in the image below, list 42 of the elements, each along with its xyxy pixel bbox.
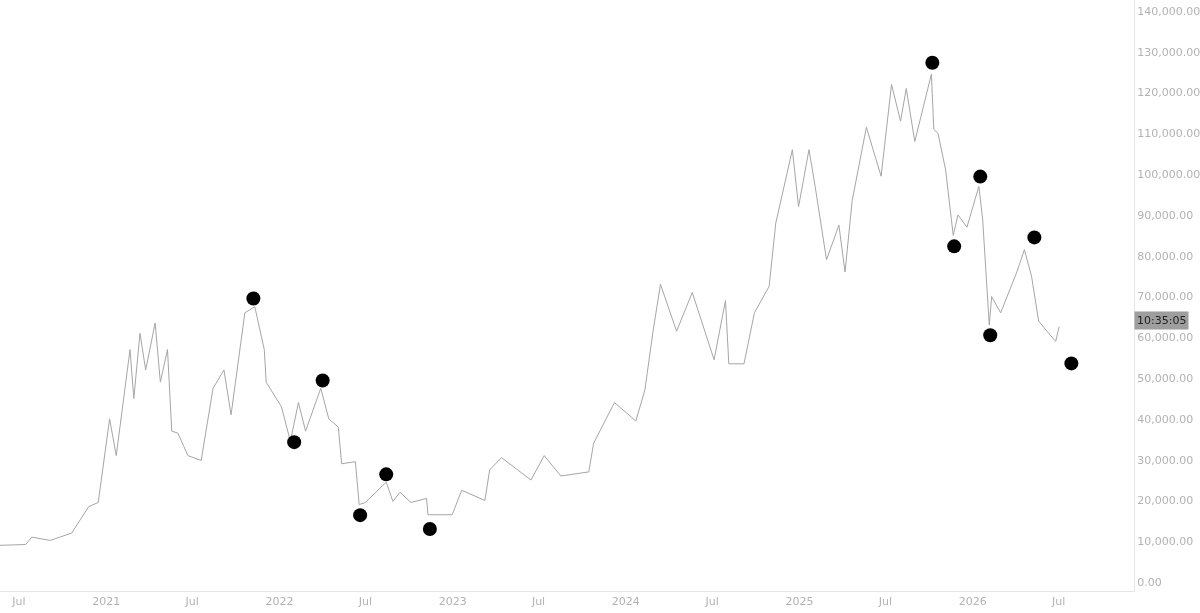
y-tick-label: 70,000.00 (1137, 290, 1194, 304)
y-tick-label: 20,000.00 (1137, 494, 1194, 508)
point (1027, 230, 1042, 245)
x-tick-label: 2021 (92, 595, 121, 609)
y-tick-label: 0.00 (1137, 575, 1162, 589)
y-tick-label: 60,000.00 (1137, 331, 1194, 345)
point (422, 522, 437, 536)
x-tick-label: Jul (704, 595, 719, 609)
x-tick-label: Jul (1050, 595, 1066, 609)
point (353, 508, 368, 523)
point (947, 239, 962, 254)
y-tick-label: 120,000.00 (1137, 86, 1200, 100)
point (973, 169, 988, 184)
point (379, 467, 394, 482)
x-tick-label: 2025 (785, 595, 814, 609)
y-tick-label: 140,000.00 (1137, 4, 1200, 18)
y-tick-label: 90,000.00 (1137, 208, 1194, 222)
y-tick-label: 40,000.00 (1137, 412, 1194, 426)
y-tick-label: 100,000.00 (1137, 168, 1200, 182)
x-tick-label: 2023 (438, 595, 467, 609)
point (246, 291, 261, 306)
x-tick-label: Jul (357, 595, 372, 609)
x-tick-label: Jul (184, 595, 199, 609)
x-tick-label: 2024 (611, 595, 640, 609)
x-tick-label: Jul (530, 595, 546, 609)
line-series (0, 73, 1060, 546)
point (287, 435, 302, 450)
y-tick-label: 30,000.00 (1137, 453, 1194, 467)
y-tick-label: 50,000.00 (1137, 371, 1194, 385)
y-tick-label: 10,000.00 (1137, 535, 1194, 549)
point (925, 55, 940, 70)
y-tick-label: 110,000.00 (1137, 127, 1200, 141)
point (983, 328, 998, 343)
x-tick-label: 2022 (265, 595, 294, 609)
x-tick-label: Jul (877, 595, 893, 609)
x-tick-label: 2026 (958, 595, 987, 609)
x-tick-label: Jul (11, 595, 26, 609)
y-tick-label: 80,000.00 (1137, 249, 1194, 263)
point (315, 373, 330, 388)
text: 10:35:05 (1137, 314, 1187, 327)
point (1064, 356, 1079, 371)
y-tick-label: 130,000.00 (1137, 45, 1200, 59)
